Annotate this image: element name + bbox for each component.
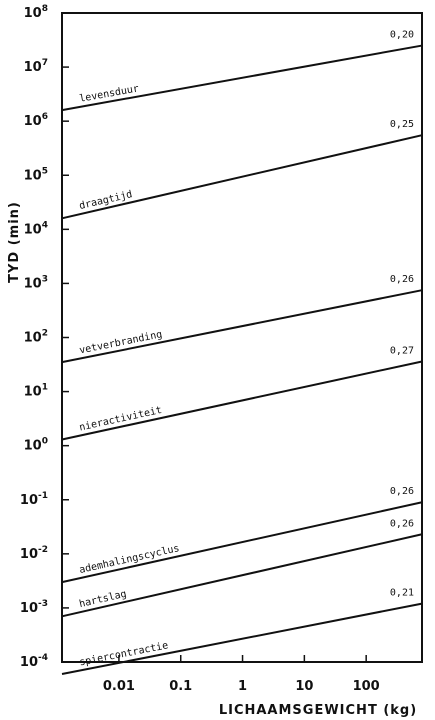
- series-exponent-label: 0,26: [390, 518, 414, 529]
- y-tick-exponent: 2: [42, 329, 48, 339]
- series-exponent-label: 0,25: [390, 119, 414, 130]
- y-tick-base: 10: [24, 6, 42, 21]
- series-line-ademhalingscyclus: [61, 501, 423, 584]
- y-tick-label: 10-2: [20, 545, 48, 562]
- y-tick-base: 10: [20, 547, 38, 562]
- series-line-vetverbranding: [61, 289, 423, 364]
- y-tick-base: 10: [24, 385, 42, 400]
- y-tick-label: 105: [24, 166, 48, 183]
- series-line-levensduur: [61, 44, 423, 112]
- x-tick-label: 1: [238, 679, 247, 694]
- y-tick-base: 10: [20, 601, 38, 616]
- y-axis-ticks: 10810710610510410310210110010-110-210-31…: [20, 4, 69, 670]
- series-line-hartslag: [61, 533, 423, 618]
- y-tick-base: 10: [24, 60, 42, 75]
- y-tick-base: 10: [24, 331, 42, 346]
- y-tick-label: 103: [24, 274, 48, 291]
- y-tick-exponent: -4: [38, 653, 48, 663]
- x-tick-label: 0.1: [169, 679, 192, 694]
- y-tick-exponent: 7: [42, 58, 48, 68]
- y-tick-base: 10: [24, 276, 42, 291]
- y-tick-exponent: 6: [42, 112, 48, 122]
- series-exponent-label: 0,21: [390, 588, 414, 599]
- y-tick-exponent: 0: [42, 437, 48, 447]
- y-tick-base: 10: [24, 114, 42, 129]
- y-tick-label: 10-1: [20, 491, 48, 508]
- series-lines: levensduur0,20draagtijd0,25vetverbrandin…: [61, 30, 423, 675]
- series-label: vetverbranding: [78, 329, 163, 356]
- y-tick-exponent: 3: [42, 274, 48, 284]
- y-tick-label: 106: [24, 112, 48, 129]
- x-tick-label: 10: [295, 679, 313, 694]
- y-tick-label: 10-4: [20, 653, 48, 670]
- y-tick-base: 10: [24, 222, 42, 237]
- y-tick-exponent: 4: [42, 220, 48, 230]
- series-line-spiercontractie: [61, 602, 423, 675]
- y-tick-exponent: -2: [38, 545, 48, 555]
- y-tick-label: 100: [24, 437, 48, 454]
- x-tick-label: 100: [353, 679, 380, 694]
- y-tick-exponent: -3: [38, 599, 48, 609]
- series-exponent-label: 0,20: [390, 30, 414, 41]
- y-tick-label: 108: [24, 4, 48, 21]
- y-tick-exponent: 8: [42, 4, 48, 14]
- y-tick-base: 10: [20, 655, 38, 670]
- series-exponent-label: 0,26: [390, 274, 414, 285]
- y-tick-label: 102: [24, 329, 48, 346]
- series-line-nieractiviteit: [61, 360, 423, 441]
- y-tick-exponent: 1: [42, 383, 48, 393]
- y-tick-base: 10: [20, 493, 38, 508]
- y-tick-base: 10: [24, 168, 42, 183]
- y-axis-title: TYD (min): [7, 201, 22, 283]
- y-tick-label: 107: [24, 58, 48, 75]
- series-exponent-label: 0,27: [390, 345, 414, 356]
- y-tick-base: 10: [24, 439, 42, 454]
- x-axis-title: LICHAAMSGEWICHT (kg): [219, 703, 417, 718]
- series-exponent-label: 0,26: [390, 486, 414, 497]
- y-tick-label: 101: [24, 383, 48, 400]
- y-tick-label: 10-3: [20, 599, 48, 616]
- y-tick-exponent: 5: [42, 166, 48, 176]
- series-label: spiercontractie: [78, 640, 169, 668]
- series-line-draagtijd: [61, 134, 423, 220]
- series-label: nieractiviteit: [78, 405, 163, 434]
- y-tick-exponent: -1: [38, 491, 48, 501]
- x-tick-label: 0.01: [103, 679, 135, 694]
- y-tick-label: 104: [24, 220, 48, 237]
- x-axis-ticks: 0.01 0.1 1 10 100: [103, 655, 380, 694]
